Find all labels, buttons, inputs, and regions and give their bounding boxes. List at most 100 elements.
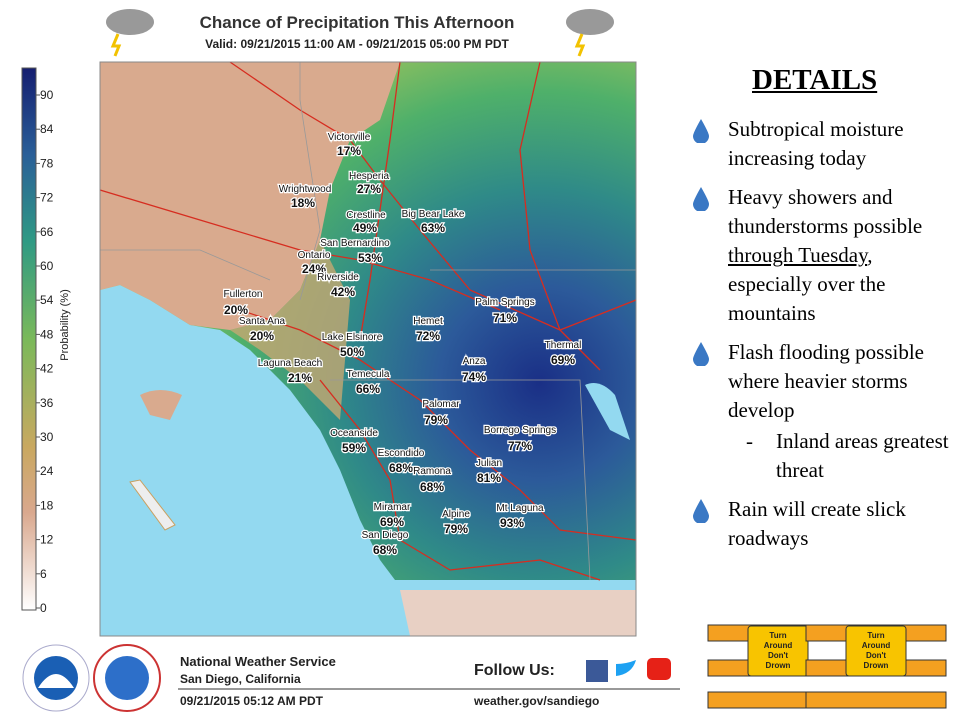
place-chance: 93% <box>500 516 524 530</box>
place-chance: 18% <box>291 196 315 210</box>
agency: National Weather Service <box>180 654 336 669</box>
place-name: Alpine <box>442 509 470 520</box>
bullet: Subtropical moisture increasing today <box>690 115 950 173</box>
place-name: Borrego Springs <box>484 425 556 436</box>
place-chance: 50% <box>340 345 364 359</box>
colorbar-tick-label: 18 <box>40 498 54 512</box>
place-chance: 63% <box>421 221 445 235</box>
colorbar-tick-label: 54 <box>40 293 54 307</box>
colorbar <box>21 67 37 611</box>
place-chance: 77% <box>508 439 532 453</box>
follow-us: Follow Us: <box>474 662 555 679</box>
place-name: Hemet <box>413 316 443 327</box>
salton-sea <box>585 382 630 440</box>
office: San Diego, California <box>180 672 301 686</box>
sign-board <box>845 625 907 677</box>
place-chance: 42% <box>331 285 355 299</box>
place-name: Mt Laguna <box>496 503 544 514</box>
colorbar-tick-label: 66 <box>40 225 54 239</box>
bullet-text: , especially over the mountains <box>728 243 886 325</box>
sign-board <box>747 625 809 677</box>
bullet-text: Subtropical moisture increasing today <box>728 117 904 170</box>
colorbar-tick-label: 30 <box>40 430 54 444</box>
details-title: DETAILS <box>752 64 878 96</box>
website[interactable]: weather.gov/sandiego <box>474 694 600 708</box>
place-name: Santa Ana <box>239 316 286 327</box>
place-name: Oceanside <box>330 428 378 439</box>
roads <box>99 61 637 581</box>
place-chance: 74% <box>462 370 486 384</box>
place-name: Laguna Beach <box>258 358 323 369</box>
place-chance: 69% <box>380 515 404 529</box>
place-name: Hesperia <box>349 171 389 182</box>
sign-text: Drown <box>766 661 791 670</box>
bullet-text: Rain will create slick roadways <box>728 497 906 550</box>
place-name: Big Bear Lake <box>402 209 465 220</box>
land-transition <box>230 240 350 420</box>
issued: 09/21/2015 05:12 AM PDT <box>180 694 323 708</box>
place-chance: 72% <box>416 329 440 343</box>
colorbar-tick-label: 60 <box>40 259 54 273</box>
mexico <box>400 590 636 636</box>
title: Chance of Precipitation This Afternoon <box>200 13 515 32</box>
place-chance: 21% <box>288 371 312 385</box>
place-chance: 79% <box>424 413 448 427</box>
place-name: San Diego <box>362 530 409 541</box>
place-name: Riverside <box>317 272 359 283</box>
place-chance: 27% <box>357 182 381 196</box>
place-name: Escondido <box>378 448 425 459</box>
place-chance: 59% <box>342 441 366 455</box>
bullet-text: Heavy showers and thunderstorms possible <box>728 185 923 238</box>
place-name: Ramona <box>413 466 451 477</box>
bullet: Rain will create slick roadways <box>690 495 950 553</box>
colorbar-tick-label: 72 <box>40 191 54 205</box>
place-chance: 53% <box>358 251 382 265</box>
place-name: Palm Springs <box>475 297 534 308</box>
sign-text: Don't <box>768 651 788 660</box>
place-chance: 79% <box>444 522 468 536</box>
sign-text: Don't <box>866 651 886 660</box>
bullet-text: Flash flooding possible where heavier st… <box>728 340 925 422</box>
place-name: Anza <box>463 356 486 367</box>
dash: - <box>746 429 753 453</box>
colorbar-tick-label: 48 <box>40 327 54 341</box>
place-name: Palomar <box>422 399 460 410</box>
place-name: Temecula <box>347 369 390 380</box>
sign-text: Around <box>764 641 793 650</box>
place-name: Crestline <box>346 210 386 221</box>
place-chance: 20% <box>224 303 248 317</box>
colorbar-tick-label: 24 <box>40 464 54 478</box>
place-name: Thermal <box>545 340 582 351</box>
colorbar-tick-label: 0 <box>40 601 47 615</box>
place-chance: 20% <box>250 329 274 343</box>
sub-bullet-text: Inland areas greatest threat <box>776 429 949 482</box>
island <box>129 479 176 531</box>
map-frame <box>99 61 637 637</box>
county-lines <box>100 62 636 581</box>
island <box>140 390 182 420</box>
bullet: Heavy showers and thunderstorms possible… <box>690 183 950 328</box>
place-chance: 24% <box>302 262 326 276</box>
place-chance: 69% <box>551 353 575 367</box>
sub-bullet: - Inland areas greatest threat <box>690 427 950 485</box>
place-name: Ontario <box>298 250 331 261</box>
place-chance: 68% <box>389 461 413 475</box>
barricade <box>805 691 947 709</box>
colorbar-tick-label: 42 <box>40 362 54 376</box>
sign-text: Turn <box>769 631 786 640</box>
place-chance: 81% <box>477 471 501 485</box>
place-chance: 68% <box>373 543 397 557</box>
sign-text: Around <box>862 641 891 650</box>
place-name: Victorville <box>328 132 371 143</box>
sign-text: Turn <box>867 631 884 640</box>
details: DETAILS Subtropical moisture increasing … <box>690 66 950 563</box>
colorbar-tick-label: 90 <box>40 88 54 102</box>
place-name: Lake Elsinore <box>322 332 383 343</box>
colorbar-tick-label: 6 <box>40 567 47 581</box>
place-name: San Bernardino <box>320 238 390 249</box>
sign-text: Drown <box>864 661 889 670</box>
place-chance: 68% <box>420 480 444 494</box>
place-chance: 49% <box>353 221 377 235</box>
colorbar-tick-label: 78 <box>40 156 54 170</box>
